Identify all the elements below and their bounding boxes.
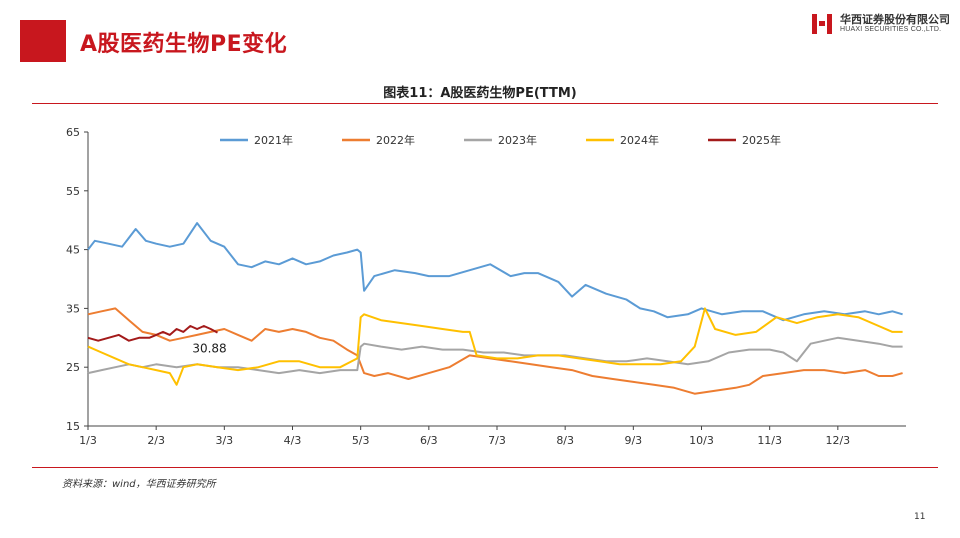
series-line	[87, 307, 903, 386]
data-label-annotation: 30.88	[192, 342, 226, 356]
x-tick-label: 5/3	[352, 434, 370, 447]
source-note: 资料来源：wind，华西证券研究所	[62, 479, 216, 490]
top-divider	[32, 103, 938, 104]
series-line	[87, 325, 218, 342]
page-number: 11	[914, 512, 926, 522]
x-tick-label: 3/3	[215, 434, 233, 447]
y-tick-label: 35	[66, 302, 80, 315]
legend-label: 2024年	[620, 133, 659, 147]
x-tick-label: 1/3	[79, 434, 97, 447]
x-tick-label: 2/3	[147, 434, 165, 447]
y-tick-label: 45	[66, 244, 80, 257]
y-tick-label: 15	[66, 420, 80, 433]
y-tick-label: 55	[66, 185, 80, 198]
bottom-divider	[32, 467, 938, 468]
legend-label: 2022年	[376, 133, 415, 147]
x-tick-label: 12/3	[825, 434, 850, 447]
legend-label: 2021年	[254, 133, 293, 147]
x-tick-label: 11/3	[757, 434, 782, 447]
logo-chinese-name: 华西证券股份有限公司	[840, 13, 950, 26]
x-tick-label: 9/3	[624, 434, 642, 447]
x-tick-label: 7/3	[488, 434, 506, 447]
page-title: A股医药生物PE变化	[80, 32, 288, 57]
series-line	[87, 222, 903, 322]
logo-english-name: HUAXI SECURITIES CO.,LTD.	[840, 26, 942, 33]
y-tick-label: 25	[66, 361, 80, 374]
series-line	[87, 307, 903, 395]
x-tick-label: 6/3	[420, 434, 438, 447]
x-tick-label: 10/3	[689, 434, 714, 447]
x-tick-label: 4/3	[284, 434, 302, 447]
legend-label: 2023年	[498, 133, 537, 147]
legend-label: 2025年	[742, 133, 781, 147]
title-accent-block	[20, 20, 66, 62]
figure-title: 图表11：A股医药生物PE(TTM)	[383, 86, 577, 101]
company-logo: 华西证券股份有限公司 HUAXI SECURITIES CO.,LTD.	[810, 10, 950, 38]
x-tick-label: 8/3	[556, 434, 574, 447]
y-tick-label: 65	[66, 126, 80, 139]
huaxi-logo-icon	[812, 14, 832, 34]
